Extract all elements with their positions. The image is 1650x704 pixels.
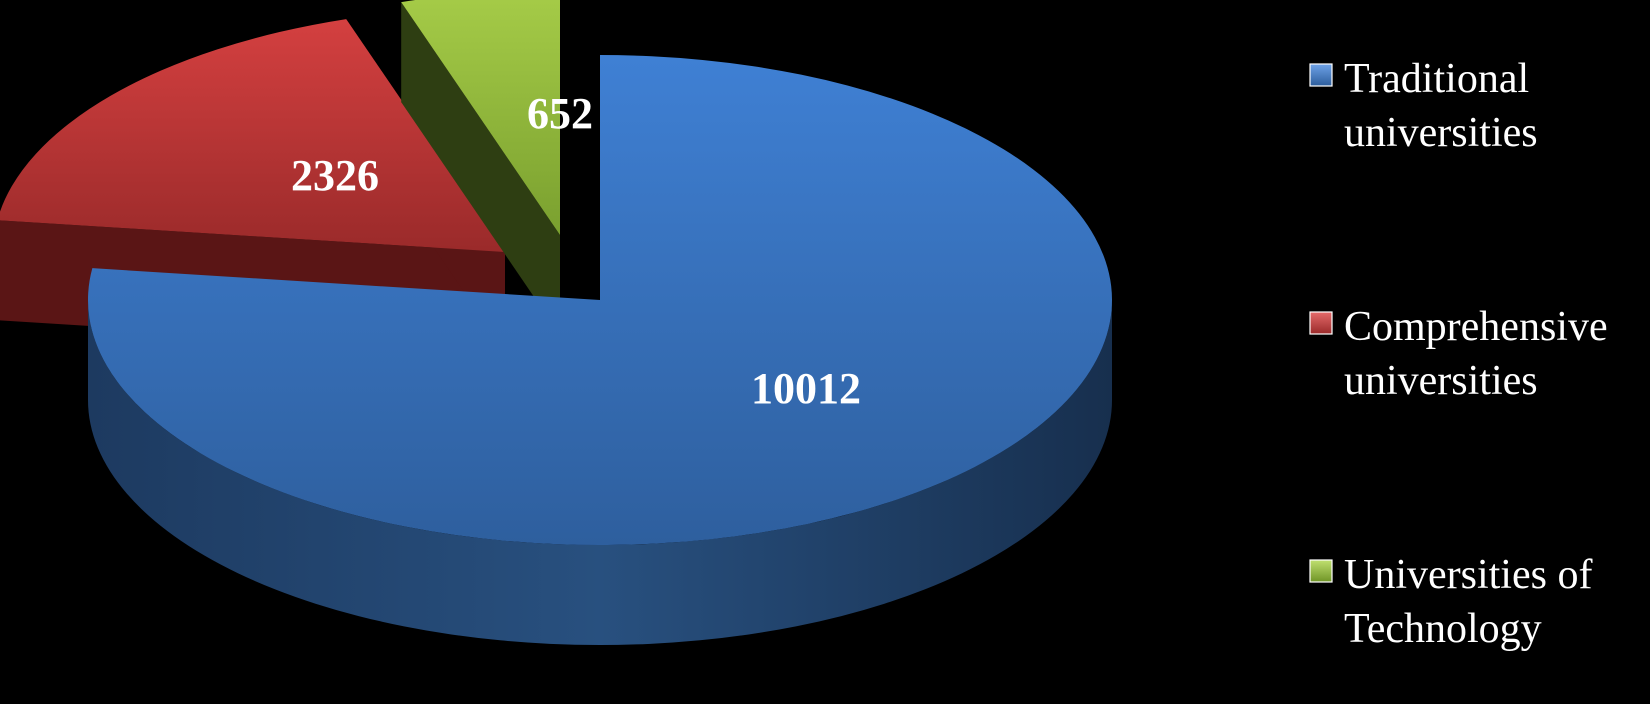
legend-label-2-0: Universities of xyxy=(1344,552,1592,598)
pie-slice-2 xyxy=(401,0,560,335)
legend-swatch-1 xyxy=(1309,311,1333,335)
data-label-0: 10012 xyxy=(751,364,861,413)
pie-slice-0 xyxy=(88,55,1113,645)
legend-label-2-1: Technology xyxy=(1344,606,1542,652)
legend-entry-1: Comprehensive universities xyxy=(1309,304,1608,404)
legend-swatch-2 xyxy=(1309,559,1333,583)
legend-swatch-0 xyxy=(1309,63,1333,87)
legend-entry-2: Universities of Technology xyxy=(1309,552,1592,652)
legend-label-0-1: universities xyxy=(1344,110,1538,156)
data-label-2: 652 xyxy=(527,89,593,138)
legend-entry-0: Traditional universities xyxy=(1309,56,1538,156)
legend-label-0-0: Traditional xyxy=(1344,56,1529,102)
data-label-1: 2326 xyxy=(291,151,379,200)
legend-label-1-0: Comprehensive xyxy=(1344,304,1608,350)
legend-label-1-1: universities xyxy=(1344,358,1538,404)
legend: Traditional universities Comprehensive univ… xyxy=(1309,56,1608,652)
